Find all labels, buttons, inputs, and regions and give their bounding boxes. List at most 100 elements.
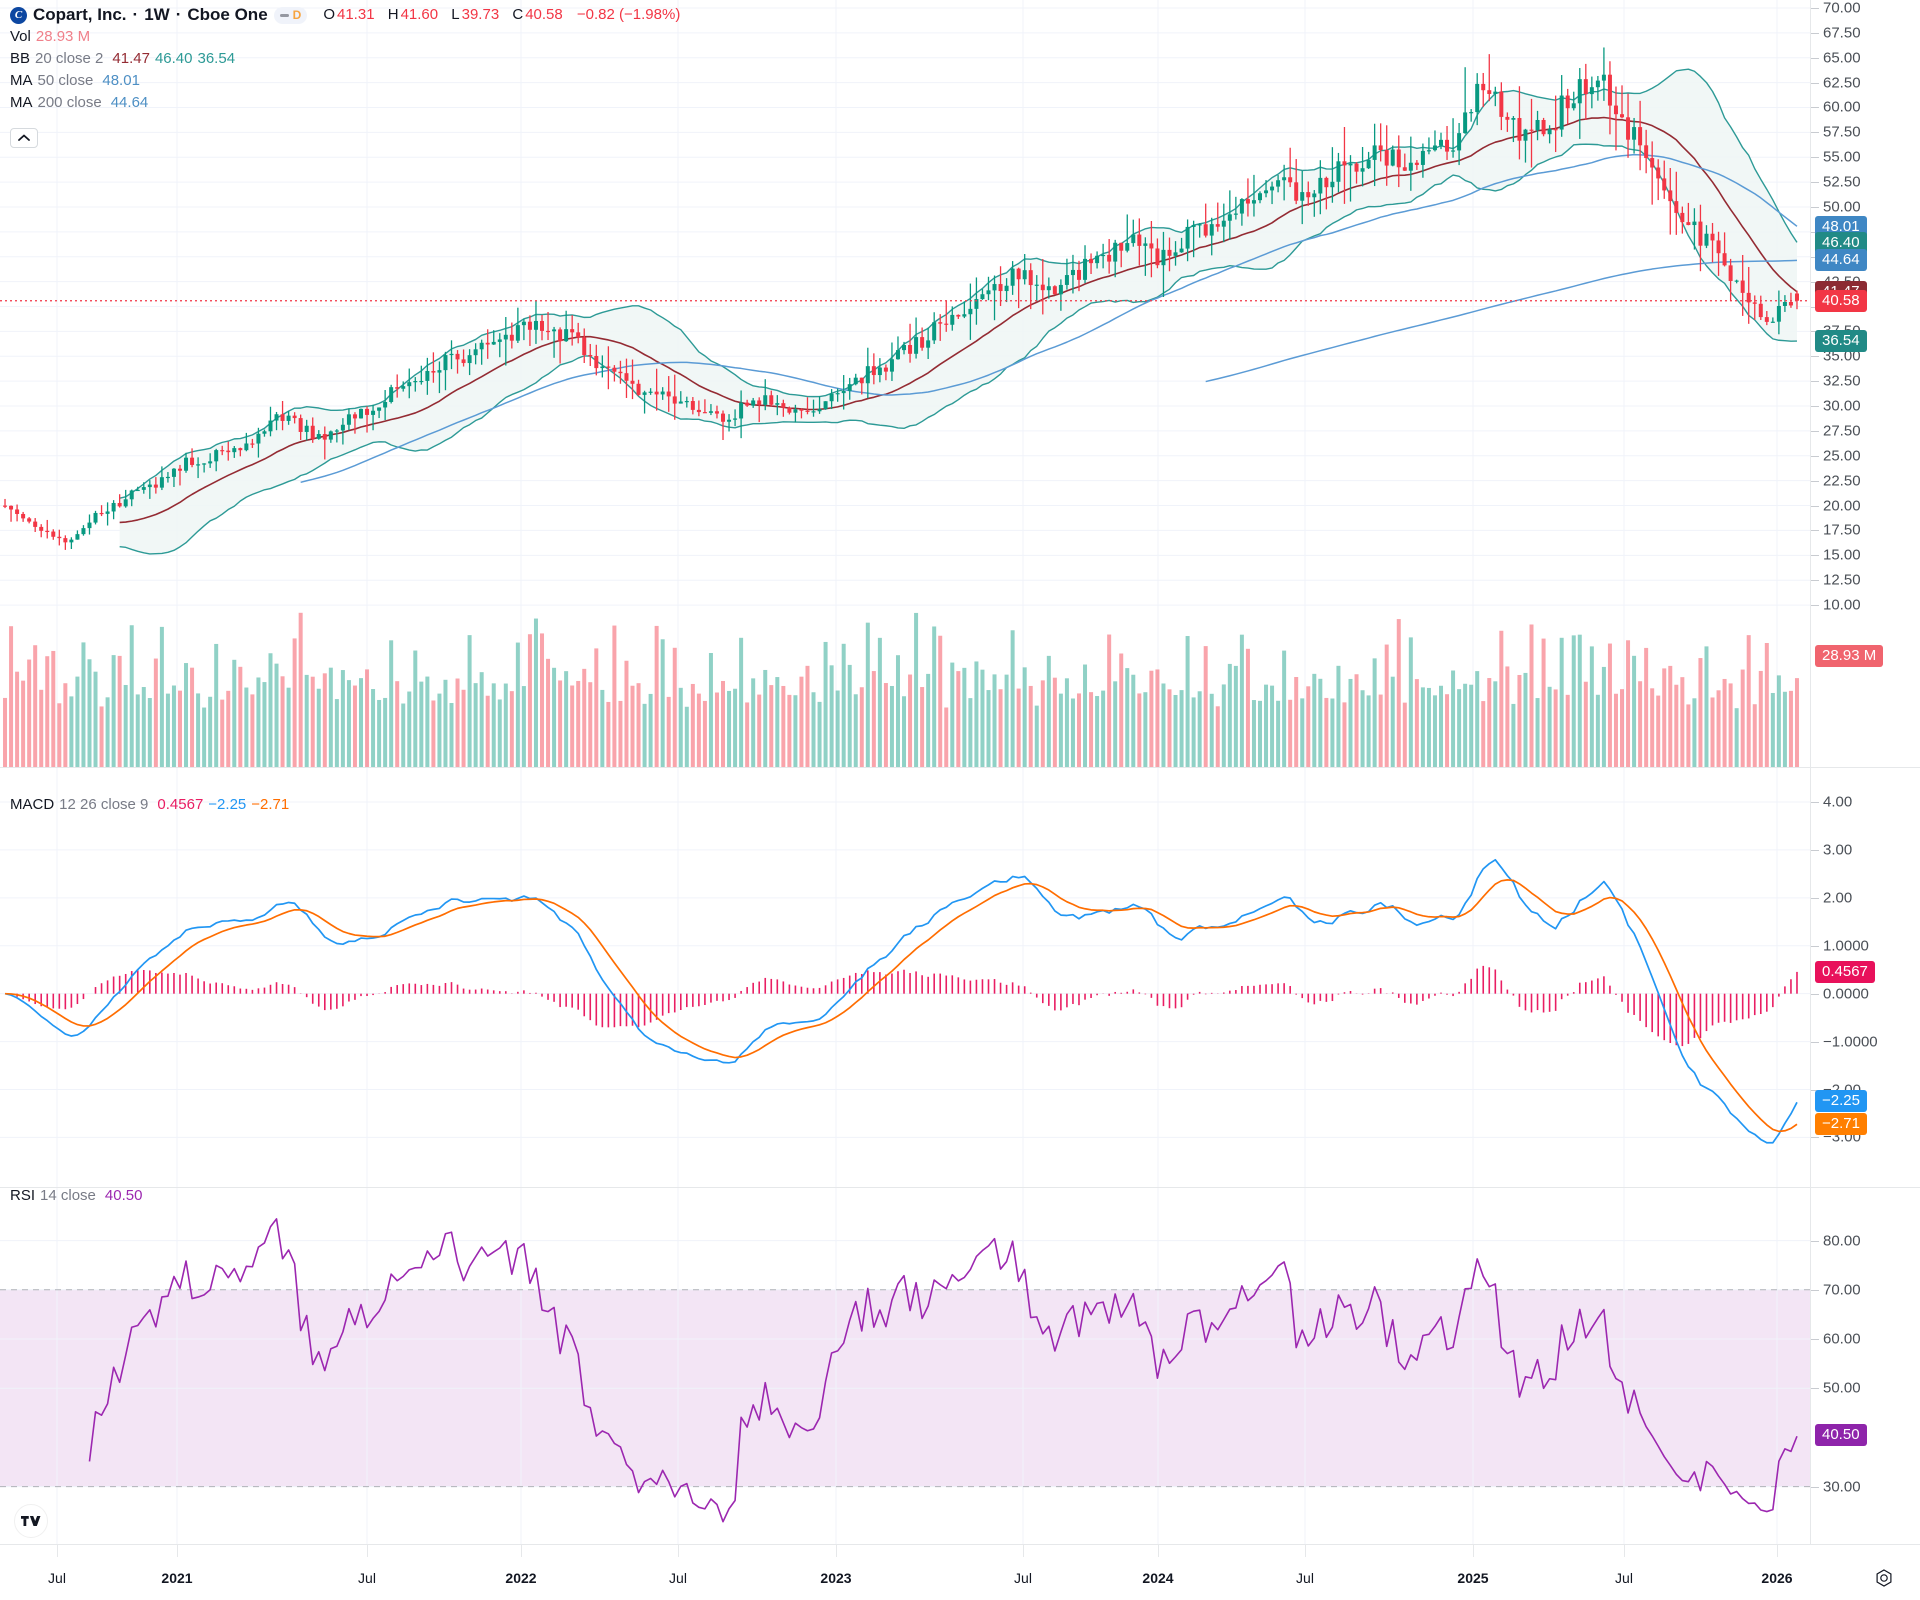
price-axis-tick: 67.50 — [1823, 24, 1861, 42]
symbol-name[interactable]: Copart, Inc. — [33, 5, 127, 24]
macd-legend[interactable]: MACD 12 26 close 9 0.4567 −2.25 −2.71 — [10, 794, 289, 816]
symbol-logo-icon: C — [10, 6, 27, 24]
time-axis-label: 2024 — [1142, 1570, 1174, 1586]
price-scale[interactable]: 70.00 67.50 65.00 62.50 60.00 57.50 55.00 52.50… — [1810, 0, 1920, 767]
rsi-legend-row[interactable]: RSI 14 close 40.50 — [10, 1185, 142, 1207]
scale-tick-mark — [1811, 530, 1819, 532]
time-axis-label: 2025 — [1457, 1570, 1489, 1586]
ma200-params: 200 close — [37, 94, 102, 111]
scale-tick-mark — [1811, 356, 1819, 358]
price-axis-tick: 1.0000 — [1823, 937, 1869, 955]
price-axis-tick: 2.00 — [1823, 889, 1853, 907]
time-axis-label: Jul — [1615, 1570, 1633, 1586]
scale-tick-mark — [1811, 430, 1819, 432]
scale-tick-mark — [1811, 1041, 1819, 1043]
chart-settings-button[interactable] — [1874, 1568, 1894, 1588]
price-axis-tick: 10.00 — [1823, 596, 1861, 614]
candles-icon — [279, 13, 289, 17]
rsi-params: 14 close — [40, 1187, 96, 1204]
price-axis-tick: 25.00 — [1823, 447, 1861, 465]
price-axis-tick: 60.00 — [1823, 98, 1861, 116]
bb-legend-row[interactable]: BB 20 close 2 41.47 46.40 36.54 — [10, 48, 682, 70]
price-axis-tick: 55.00 — [1823, 148, 1861, 166]
price-badge[interactable]: 44.64 — [1815, 249, 1867, 272]
scale-tick-mark — [1811, 897, 1819, 899]
scale-tick-mark — [1811, 32, 1819, 34]
rsi-scale[interactable]: 80.00 70.00 60.00 50.00 30.00 40.50 — [1810, 1188, 1920, 1544]
bb-lower-value: 36.54 — [197, 50, 236, 67]
ma200-legend-row[interactable]: MA 200 close 44.64 — [10, 92, 682, 114]
bb-upper-value: 46.40 — [154, 50, 193, 67]
scale-tick-mark — [1811, 7, 1819, 9]
price-axis-tick: 22.50 — [1823, 472, 1861, 490]
rsi-chart-svg — [0, 1188, 1810, 1544]
price-axis-tick: 30.00 — [1823, 1478, 1861, 1496]
scale-tick-mark — [1811, 993, 1819, 995]
ma200-value: 44.64 — [110, 94, 149, 111]
symbol-separator-2: · — [175, 5, 182, 24]
rsi-legend[interactable]: RSI 14 close 40.50 — [10, 1185, 142, 1207]
price-badge[interactable]: 0.4567 — [1815, 960, 1875, 983]
ma50-label: MA — [10, 72, 33, 89]
price-axis-tick: 50.00 — [1823, 1379, 1861, 1397]
ma50-legend-row[interactable]: MA 50 close 48.01 — [10, 70, 682, 92]
macd-params: 12 26 close 9 — [59, 796, 149, 813]
adjustment-badge-d: D — [292, 8, 302, 22]
price-badge[interactable]: 46.40 — [1815, 231, 1867, 254]
time-tick-mark — [57, 1545, 58, 1557]
macd-pane[interactable] — [0, 768, 1810, 1187]
price-axis-tick: 17.50 — [1823, 521, 1861, 539]
price-axis-tick: 0.0000 — [1823, 985, 1869, 1003]
exchange-label[interactable]: Cboe One — [187, 5, 268, 24]
rsi-pane[interactable] — [0, 1188, 1810, 1544]
bb-params: 20 close 2 — [35, 50, 104, 67]
price-axis-tick: 80.00 — [1823, 1232, 1861, 1250]
price-badge[interactable]: 40.58 — [1815, 289, 1867, 312]
price-chart-svg — [0, 0, 1810, 767]
price-axis-tick: 20.00 — [1823, 497, 1861, 515]
interval-label[interactable]: 1W — [144, 5, 170, 24]
scale-tick-mark — [1811, 157, 1819, 159]
macd-hist-value: 0.4567 — [157, 796, 204, 813]
tradingview-logo-icon — [21, 1516, 41, 1526]
ma200-label: MA — [10, 94, 33, 111]
time-axis-label: Jul — [669, 1570, 687, 1586]
price-badge[interactable]: −2.25 — [1815, 1090, 1867, 1113]
scale-tick-mark — [1811, 580, 1819, 582]
high-value: 41.60 — [400, 6, 439, 23]
price-badge[interactable]: −2.71 — [1815, 1112, 1867, 1135]
gear-icon — [1876, 1569, 1892, 1587]
time-axis[interactable]: Jul 2021 Jul 2022 Jul 2023 Jul 2024 Jul 2025 Jul 20… — [0, 1544, 1920, 1600]
open-value: 41.31 — [337, 6, 375, 23]
time-tick-mark — [678, 1545, 679, 1557]
price-axis-tick: 30.00 — [1823, 397, 1861, 415]
price-axis-tick: 32.50 — [1823, 372, 1861, 390]
scale-tick-mark — [1811, 57, 1819, 59]
time-axis-label: Jul — [48, 1570, 66, 1586]
time-axis-label: 2021 — [161, 1570, 193, 1586]
scale-tick-mark — [1811, 555, 1819, 557]
volume-badge[interactable]: 28.93 M — [1815, 645, 1884, 667]
scale-tick-mark — [1811, 132, 1819, 134]
scale-tick-mark — [1811, 455, 1819, 457]
volume-legend-row[interactable]: Vol 28.93 M — [10, 26, 682, 48]
time-axis-label: Jul — [1296, 1570, 1314, 1586]
collapse-legend-button[interactable] — [10, 128, 38, 148]
symbol-legend-row[interactable]: C Copart, Inc. · 1W · Cboe One D O 41.31 … — [10, 4, 682, 26]
chart-type-pill[interactable]: D — [273, 6, 308, 24]
tradingview-logo[interactable] — [14, 1504, 48, 1538]
price-badge[interactable]: 36.54 — [1815, 329, 1867, 352]
time-tick-mark — [1023, 1545, 1024, 1557]
price-badge[interactable]: 40.50 — [1815, 1423, 1867, 1446]
macd-legend-row[interactable]: MACD 12 26 close 9 0.4567 −2.25 −2.71 — [10, 794, 289, 816]
scale-tick-mark — [1811, 849, 1819, 851]
price-axis-tick: 70.00 — [1823, 0, 1861, 17]
change-value: −0.82 (−1.98%) — [576, 6, 681, 23]
scale-tick-mark — [1811, 1089, 1819, 1091]
macd-scale[interactable]: 4.003.002.001.00000.0000−1.0000−2.00−3.0… — [1810, 768, 1920, 1187]
price-pane[interactable] — [0, 0, 1810, 767]
volume-value: 28.93 M — [35, 28, 91, 45]
macd-label: MACD — [10, 796, 55, 813]
scale-tick-mark — [1811, 1339, 1819, 1341]
